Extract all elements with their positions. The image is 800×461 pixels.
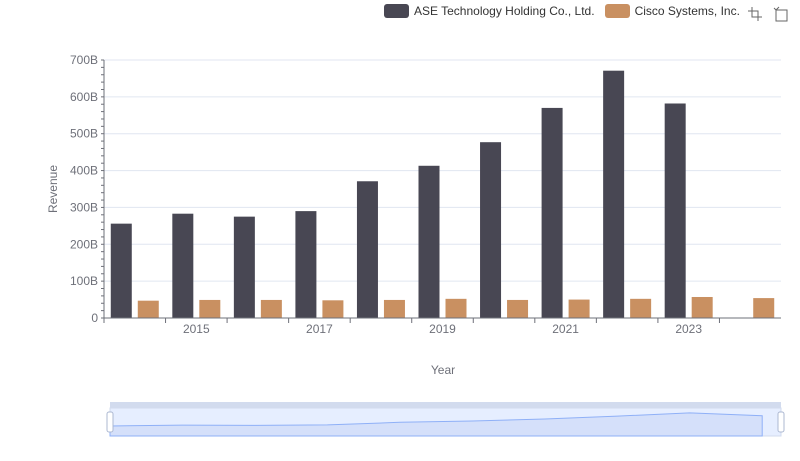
y-tick-label: 500B — [70, 127, 98, 141]
bar-cisco-2018[interactable] — [383, 299, 405, 318]
bar-ase-2015[interactable] — [172, 213, 194, 318]
x-tick-label: 2017 — [306, 322, 333, 336]
y-axis-title: Revenue — [46, 165, 60, 213]
y-tick-label: 100B — [70, 274, 98, 288]
bar-ase-2018[interactable] — [356, 181, 378, 318]
legend-swatch-ase — [384, 4, 409, 18]
zoom-handle-left[interactable] — [106, 411, 114, 433]
bars — [110, 70, 775, 319]
legend-item-ase[interactable]: ASE Technology Holding Co., Ltd. — [384, 4, 595, 18]
zoom-preview-area — [109, 412, 763, 437]
x-tick-label: 2019 — [429, 322, 456, 336]
bar-cisco-2015[interactable] — [199, 299, 221, 318]
zoom-drag-bar[interactable] — [110, 402, 781, 408]
bar-ase-2022[interactable] — [603, 70, 625, 318]
bar-ase-2021[interactable] — [541, 107, 563, 319]
bar-cisco-2023[interactable] — [691, 296, 713, 318]
x-tick-label: 2021 — [552, 322, 579, 336]
bar-cisco-2017[interactable] — [322, 300, 344, 318]
bar-cisco-2021[interactable] — [568, 299, 590, 318]
bar-ase-2023[interactable] — [664, 103, 686, 319]
y-tick-label: 200B — [70, 237, 98, 251]
x-tick-label: 2015 — [183, 322, 210, 336]
bar-cisco-2016[interactable] — [260, 299, 282, 318]
y-axis: 0 100B 200B 300B 400B 500B 600B 700B — [70, 53, 105, 325]
y-tick-label: 600B — [70, 90, 98, 104]
y-tick-label: 400B — [70, 164, 98, 178]
x-tick-label: 2023 — [675, 322, 702, 336]
legend-label-cisco: Cisco Systems, Inc. — [634, 4, 740, 18]
bar-ase-2019[interactable] — [418, 165, 440, 318]
bar-cisco-2022[interactable] — [630, 298, 652, 318]
legend: ASE Technology Holding Co., Ltd. Cisco S… — [384, 4, 750, 18]
bar-cisco-2020[interactable] — [507, 299, 529, 318]
legend-swatch-cisco — [604, 4, 630, 18]
bar-cisco-2024[interactable] — [753, 298, 775, 318]
zoom-handle-right[interactable] — [777, 411, 785, 433]
bar-ase-2016[interactable] — [233, 216, 255, 318]
bar-cisco-2019[interactable] — [445, 298, 467, 318]
legend-item-cisco[interactable]: Cisco Systems, Inc. — [604, 4, 740, 18]
crosshair-zoom-icon[interactable] — [747, 6, 763, 22]
bar-ase-2014[interactable] — [110, 223, 132, 318]
restore-icon[interactable] — [773, 6, 789, 22]
bar-ase-2017[interactable] — [295, 211, 317, 318]
bar-cisco-2014[interactable] — [137, 300, 159, 318]
y-tick-label: 0 — [91, 311, 98, 325]
x-axis-title: Year — [431, 363, 455, 377]
y-tick-label: 300B — [70, 200, 98, 214]
x-axis: 2015 2017 2019 2021 2023 — [103, 317, 781, 336]
legend-label-ase: ASE Technology Holding Co., Ltd. — [414, 4, 595, 18]
data-zoom-slider — [106, 402, 785, 437]
y-tick-label: 700B — [70, 53, 98, 67]
bar-ase-2020[interactable] — [480, 142, 502, 318]
